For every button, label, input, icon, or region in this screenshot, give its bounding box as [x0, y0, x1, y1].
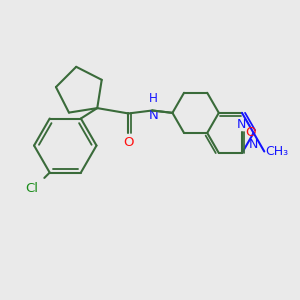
Text: Cl: Cl: [26, 182, 38, 195]
Text: H: H: [149, 92, 158, 105]
Text: N: N: [237, 118, 246, 131]
Text: N: N: [149, 109, 159, 122]
Text: CH₃: CH₃: [266, 145, 289, 158]
Text: N: N: [249, 138, 258, 151]
Text: O: O: [123, 136, 134, 149]
Text: O: O: [245, 126, 256, 139]
